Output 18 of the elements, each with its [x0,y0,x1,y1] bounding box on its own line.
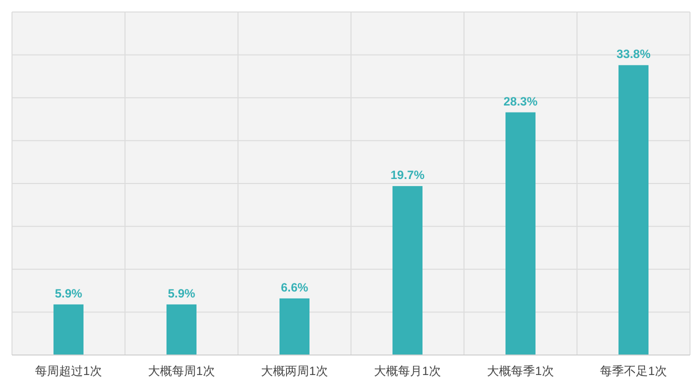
x-tick-label: 每季不足1次 [600,364,667,378]
x-tick-label: 大概每季1次 [487,364,554,378]
x-tick-label: 每周超过1次 [35,364,102,378]
data-label: 19.7% [390,168,425,182]
data-label: 6.6% [280,280,308,294]
data-label: 33.8% [616,47,651,62]
bar [54,304,84,355]
data-label: 5.9% [54,286,82,300]
x-tick-label: 大概两周1次 [261,364,328,378]
bar [618,65,648,355]
bar [280,298,310,355]
bar [392,186,422,355]
bar [506,112,536,355]
bar [166,304,196,355]
data-label: 28.3% [503,94,538,108]
x-tick-label: 大概每周1次 [148,364,215,378]
data-label: 5.9% [168,286,196,300]
x-tick-label: 大概每月1次 [374,364,441,378]
